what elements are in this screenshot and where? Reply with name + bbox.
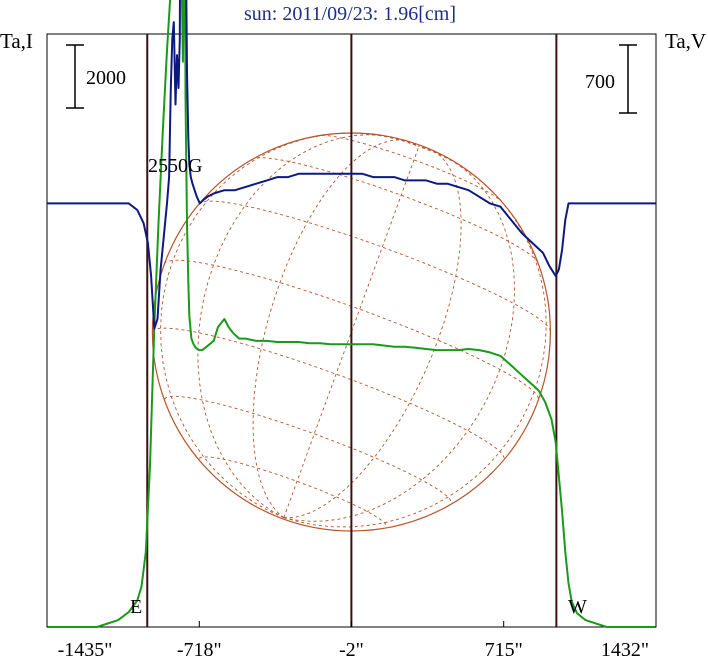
disk-latitude-line [198, 200, 551, 333]
right-scale-label: 700 [585, 71, 615, 93]
disk-longitude-line [197, 134, 420, 518]
left-scale-label: 2000 [86, 67, 126, 89]
east-label: E [130, 596, 142, 618]
series-line-V [47, 0, 656, 330]
disk-longitude-line [283, 145, 462, 519]
x-tick-label: 1432" [601, 639, 649, 661]
chart-title: sun: 2011/09/23: 1.96[cm] [244, 3, 456, 25]
disk-latitude-line [164, 395, 452, 504]
series-line-I [47, 0, 656, 628]
west-label: W [568, 596, 587, 618]
disk-longitude-line [252, 139, 420, 518]
left-scale-bar [66, 44, 84, 109]
disk-longitude-line [283, 144, 420, 518]
disk-latitude-line [199, 456, 387, 527]
disk-latitude-line [251, 157, 539, 265]
disk-longitude-line [160, 132, 420, 519]
disk-longitude-line [283, 145, 516, 522]
disk-latitude-line [164, 259, 539, 401]
left-axis-label: Ta,I [0, 29, 33, 53]
disk-longitude-line [283, 145, 547, 528]
series-lines [47, 0, 656, 628]
right-scale-bar [619, 44, 637, 114]
field-annotation: 2550G [148, 155, 202, 177]
right-axis-label: Ta,V [665, 29, 706, 53]
x-axis-ticks: -1435" -718" -2" 715" 1432" [46, 621, 657, 661]
disk-latitude-line [316, 134, 504, 206]
position-markers [146, 34, 558, 627]
x-tick-label: 715" [485, 639, 523, 661]
x-tick-label: -1435" [58, 639, 113, 661]
x-tick-label: -2" [339, 639, 364, 661]
x-tick-label: -718" [177, 639, 222, 661]
